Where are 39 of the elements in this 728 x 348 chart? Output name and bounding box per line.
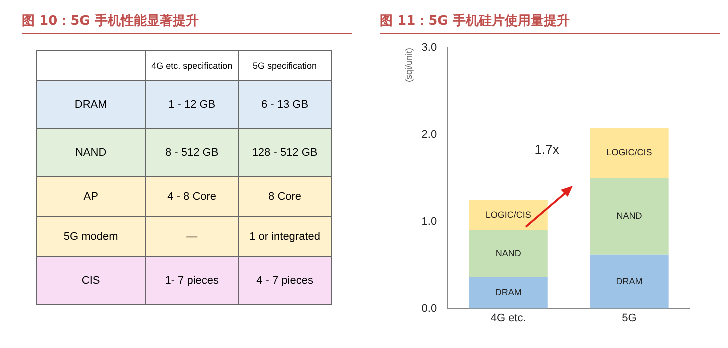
bar [469,230,548,278]
y-tick-label: 2.0 [422,128,438,141]
bar [469,200,548,231]
text: 1- 7 pieces [165,274,220,286]
text: 1 - 12 GB [168,98,216,110]
bar [590,254,669,309]
annotation: 1.7x [534,142,560,158]
category-label: AP [84,190,98,202]
text: 128 - 512 GB [252,146,318,158]
y-tick-label: 3.0 [422,42,438,54]
category-label: CIS [82,274,100,286]
text: — [186,230,198,242]
category-label: 5G specification [238,50,332,80]
text: DRAM [616,276,643,286]
series-label: NAND [496,248,522,259]
x-tick-label: 4G etc. [490,312,526,324]
y-tick-label: 0.0 [422,302,438,315]
text: 8 Core [268,190,302,202]
category-label: NAND [75,146,107,158]
text: NAND [616,211,642,222]
bar [469,278,548,309]
y-tick-label: 1.0 [422,216,438,228]
text: 8 - 512 GB [166,146,219,158]
y-axis-title: (sqi/unit) [404,48,414,83]
bar [590,128,669,178]
category-label: DRAM [74,98,108,110]
text: LOGIC/CIS [606,148,652,158]
category-label: 4G etc. specification [146,50,239,80]
text: 4 - 7 pieces [256,274,314,286]
text: 1 or integrated [250,230,320,242]
chart-title: 图 11：5G 手机硅片使用量提升 [380,12,720,34]
text: 4 - 8 Core [168,190,217,202]
text: 6 - 13 GB [261,98,309,110]
series-label: DRAM [495,288,522,298]
bar [590,178,669,255]
text: 图 10：5G 手机性能显著提升 [22,12,352,34]
category-label: 5G modem [64,230,118,242]
series-label: LOGIC/CIS [486,210,532,220]
x-tick-label: 5G [622,312,637,324]
